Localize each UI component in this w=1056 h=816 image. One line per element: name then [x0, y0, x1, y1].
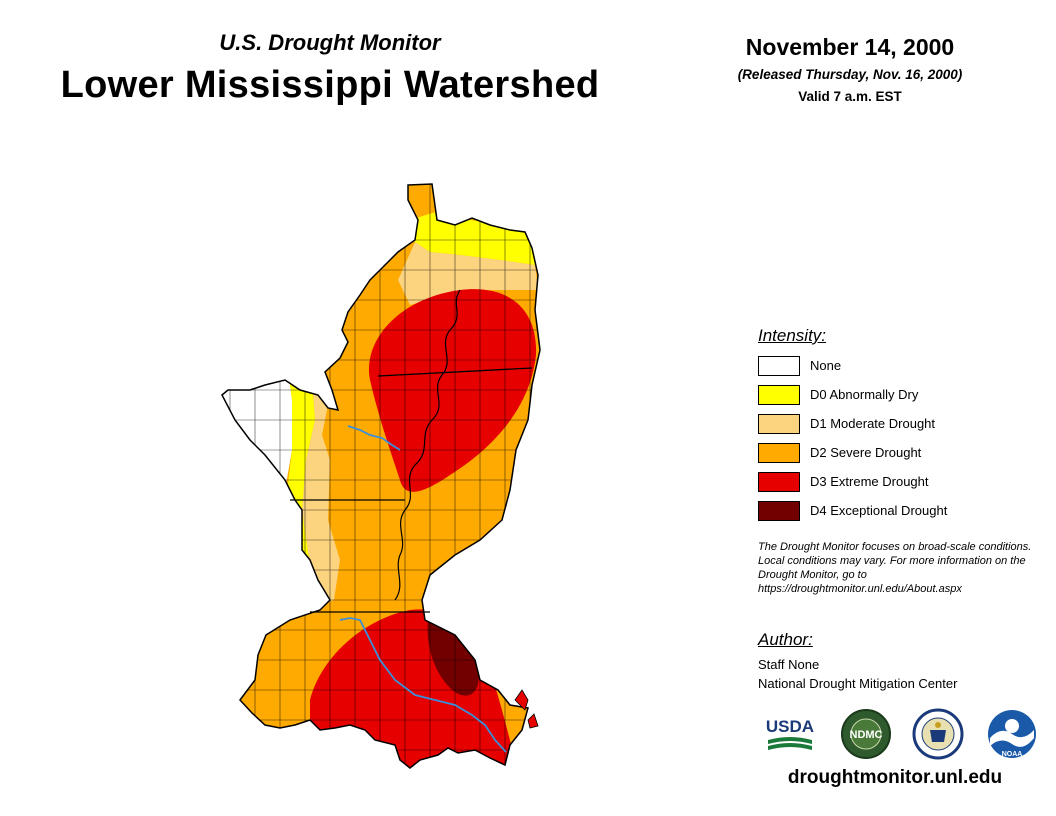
- map-title: Lower Mississippi Watershed: [60, 64, 600, 106]
- ndmc-logo: NDMC: [841, 709, 891, 759]
- usda-logo-text: USDA: [766, 717, 814, 736]
- zone-d4: [427, 619, 479, 696]
- map-date: November 14, 2000: [745, 34, 955, 60]
- zone-d3-north: [368, 289, 537, 492]
- map-subtitle: U.S. Drought Monitor: [219, 30, 441, 55]
- author-org: National Drought Mitigation Center: [758, 676, 958, 691]
- legend-title: Intensity:: [758, 326, 827, 345]
- legend-label: D1 Moderate Drought: [810, 416, 936, 431]
- author-title: Author:: [758, 630, 813, 649]
- legend-swatch: [758, 385, 800, 405]
- noaa-logo-text: NOAA: [1002, 751, 1023, 758]
- delta-islands: [514, 689, 539, 729]
- blue-rivers: [339, 425, 507, 753]
- legend-swatch: [758, 501, 800, 521]
- author-name: Staff None: [758, 657, 820, 672]
- zone-d1-north: [398, 242, 538, 305]
- doc-seal-logo: [912, 708, 964, 760]
- watershed-outline: [221, 183, 541, 769]
- drought-map: [221, 183, 541, 769]
- noaa-logo: NOAA: [988, 710, 1036, 758]
- release-note: (Released Thursday, Nov. 16, 2000): [737, 67, 963, 82]
- mississippi-river: [394, 289, 461, 601]
- state-lines: [290, 367, 533, 613]
- ndmc-logo-text: NDMC: [850, 729, 883, 741]
- usda-logo: USDA: [766, 717, 814, 750]
- legend-label: D4 Exceptional Drought: [810, 503, 948, 518]
- drought-zones: [222, 184, 540, 768]
- legend-label: D0 Abnormally Dry: [810, 387, 919, 402]
- legend-label: None: [810, 358, 842, 373]
- legend-label: D3 Extreme Drought: [810, 474, 929, 489]
- legend-swatch: [758, 472, 800, 492]
- legend-swatch: [758, 414, 800, 434]
- valid-time: Valid 7 a.m. EST: [798, 89, 902, 104]
- legend-swatch: [758, 443, 800, 463]
- legend-swatch: [758, 356, 800, 376]
- county-lines: [222, 184, 540, 768]
- website-url[interactable]: droughtmonitor.unl.edu: [787, 767, 1003, 788]
- disclaimer-text: The Drought Monitor focuses on broad-sca…: [758, 541, 1032, 595]
- zone-d0-north: [410, 210, 540, 265]
- legend-label: D2 Severe Drought: [810, 445, 922, 460]
